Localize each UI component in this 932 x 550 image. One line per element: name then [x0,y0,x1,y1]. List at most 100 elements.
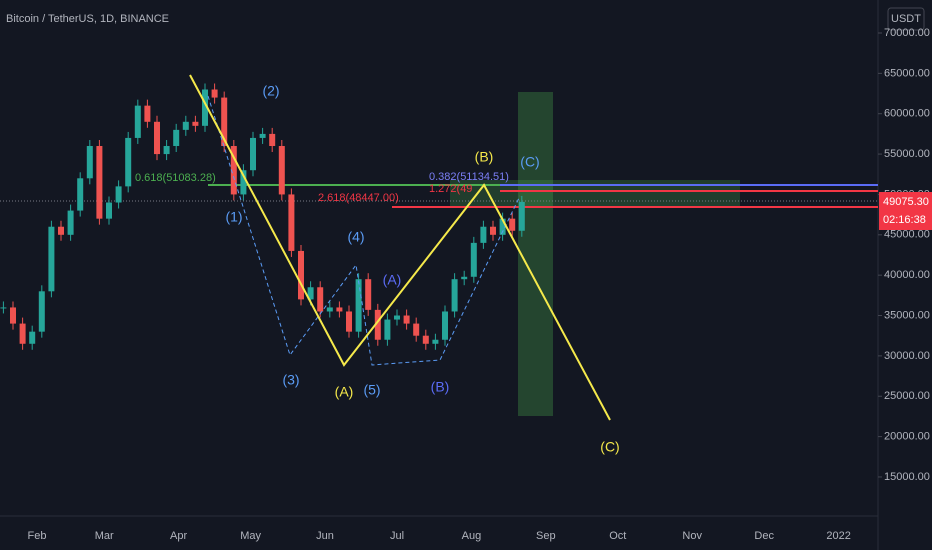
candle [211,89,218,98]
price-tick-label: 55000.00 [884,148,930,160]
time-label: Dec [754,530,774,542]
candle [221,97,228,147]
candle [326,307,333,312]
candle [259,133,266,138]
time-label: 2022 [826,530,850,542]
wave-label: (5) [363,382,380,398]
time-label: Jun [316,530,334,542]
wave-lines [207,95,521,366]
wave-label: (A) [335,384,354,400]
price-tick-label: 25000.00 [884,390,930,402]
fib-label: 1.272(49 [429,183,472,195]
price-tick-label: 30000.00 [884,350,930,362]
time-label: Mar [95,530,114,542]
candle [0,307,7,309]
fib-label: 0.382(51134.51) [429,171,509,183]
fib-label: 0.618(51083.28) [135,172,216,184]
candle [288,194,295,251]
candle [77,178,84,211]
candle [67,210,74,235]
candle [144,105,151,122]
candle [499,218,506,235]
time-label: Oct [609,530,626,542]
candle [250,137,256,171]
candle [480,226,487,243]
candle [432,339,439,344]
time-label: Aug [462,530,482,542]
candle [355,279,362,332]
candle [336,307,343,312]
candle [278,146,285,195]
candle [403,315,410,324]
currency-button[interactable] [887,7,925,31]
candle [269,133,276,147]
wave-label: (3) [282,372,299,388]
price-tick-label: 45000.00 [884,229,930,241]
time-label: Apr [170,530,187,542]
candle [125,137,132,187]
last-price-badge [879,192,932,230]
time-label: Nov [682,530,702,542]
candle [422,335,429,344]
price-tick-label: 70000.00 [884,27,930,39]
candle [365,279,372,310]
candle [202,89,208,126]
price-tick-label: 20000.00 [884,431,930,443]
countdown: 02:16:38 [883,214,926,226]
price-tick-label: 15000.00 [884,471,930,483]
candle [192,121,199,126]
candle [86,146,93,179]
candle [19,323,26,344]
candle [470,242,477,277]
candle [230,146,237,195]
target-zone [518,92,553,416]
price-tick-label: 35000.00 [884,309,930,321]
fib-label: 2.618(48447.00) [318,192,399,204]
candle [96,146,103,219]
candle [29,331,36,344]
wave-label: (C) [520,154,539,170]
candle [346,311,352,332]
candle [134,105,141,138]
currency[interactable]: USDT [891,13,921,25]
candle [461,276,468,280]
candle [451,279,458,312]
candle [518,201,525,231]
wave-label: (1) [225,209,242,225]
candle [384,319,391,340]
last-price: 49075.30 [883,196,929,208]
price-tick-label: 40000.00 [884,269,930,281]
symbol-title: Bitcoin / TetherUS, 1D, BINANCE [6,13,169,25]
time-label: Sep [536,530,556,542]
candle [106,202,112,219]
candle [394,315,400,320]
candle [58,226,64,235]
candle [10,307,16,324]
candle [490,226,496,235]
wave-label: (4) [347,229,364,245]
candle [298,250,304,300]
candle [173,129,180,147]
candle [154,121,160,155]
price-tick-label: 60000.00 [884,108,930,120]
time-label: Jul [390,530,404,542]
wave-label: (C) [600,439,619,455]
wave-label: (A) [383,272,402,288]
candle [182,121,189,130]
candle [163,146,170,155]
candle [509,218,516,231]
candle [115,186,122,203]
price-tick-label: 65000.00 [884,67,930,79]
time-label: Feb [28,530,47,542]
candle [413,323,420,336]
candle [240,170,247,195]
candle [442,311,448,340]
candle [317,287,324,312]
candle [307,287,314,300]
candle [374,309,381,340]
abc-lines [189,74,611,421]
wave-label: (B) [475,149,494,165]
wave-label: (2) [262,83,279,99]
